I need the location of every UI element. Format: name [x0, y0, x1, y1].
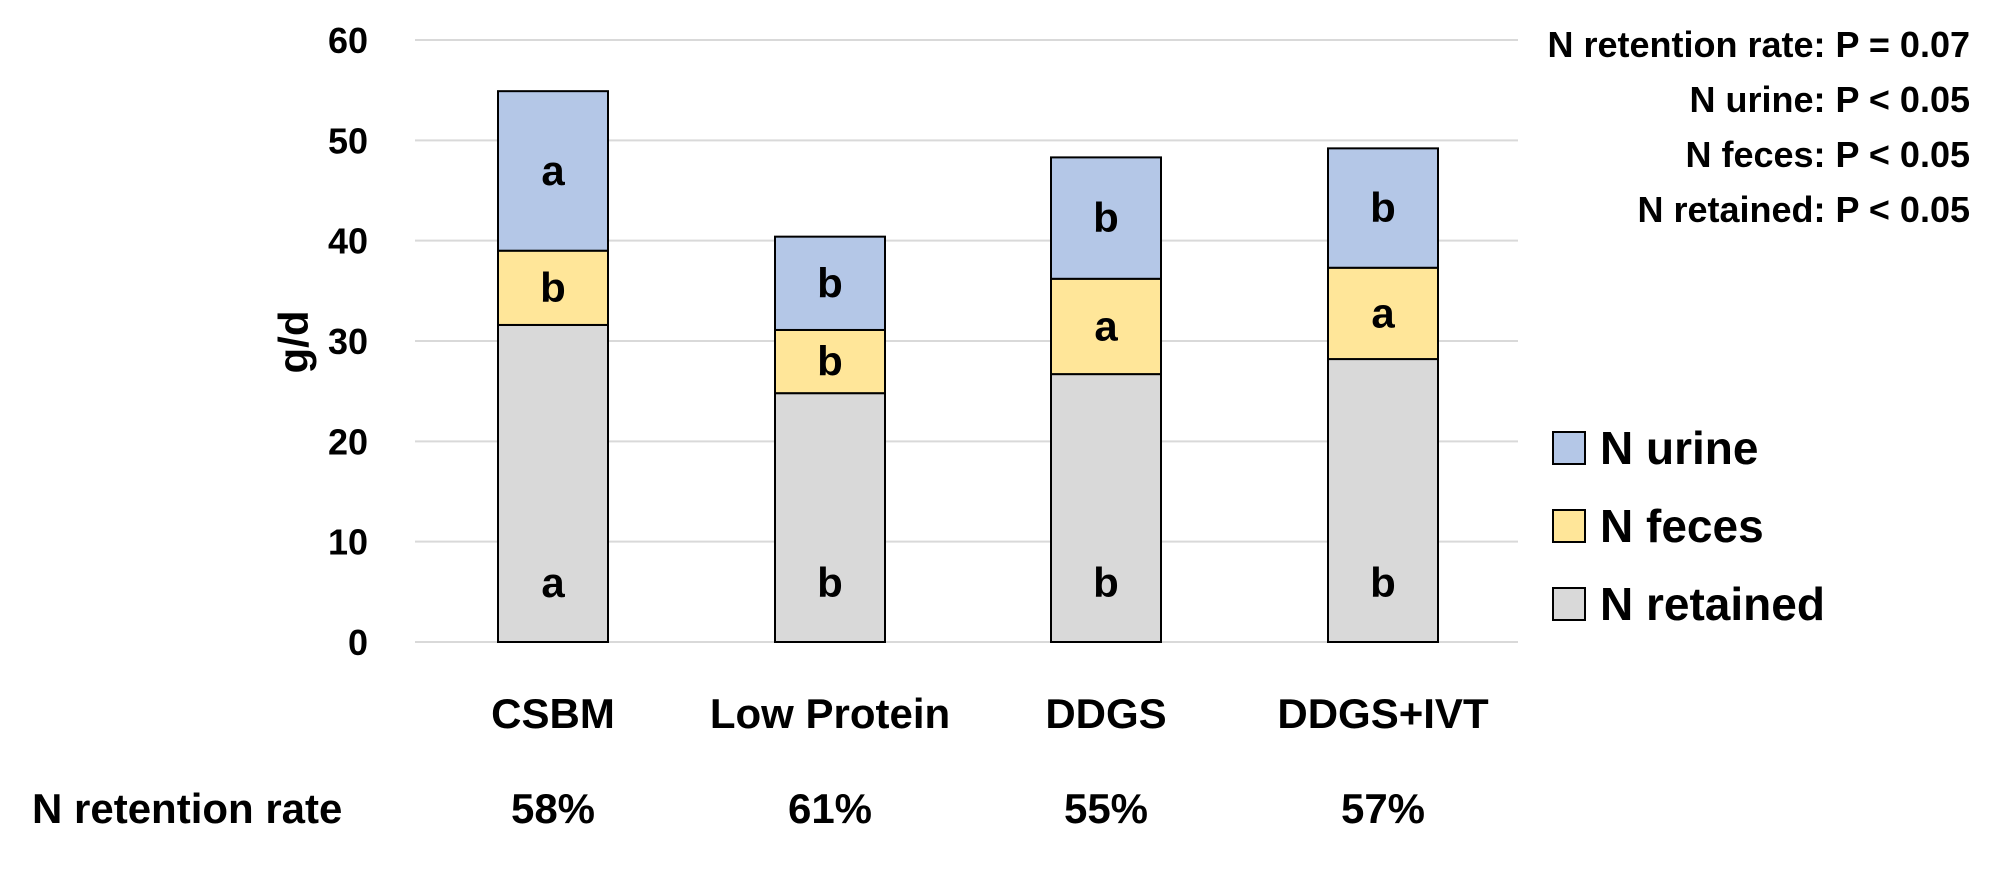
bar-stack: b a b	[1327, 147, 1439, 643]
y-tick-label: 50	[328, 120, 368, 161]
significance-letter: b	[817, 338, 843, 385]
bar-segment-n-urine	[1050, 156, 1162, 280]
x-category-label: DDGS	[1045, 690, 1166, 737]
significance-letter: a	[541, 559, 565, 606]
p-value-annotation: N urine: P < 0.05	[1690, 79, 1970, 120]
legend-label: N urine	[1600, 422, 1758, 474]
bar-segment-n-retained	[497, 323, 609, 643]
bar-stack: b a b	[1050, 156, 1162, 643]
y-tick-label: 20	[328, 421, 368, 462]
retention-rate-title: N retention rate	[32, 785, 342, 832]
legend-label: N retained	[1600, 578, 1825, 630]
legend-swatch	[1552, 509, 1586, 543]
significance-letter: b	[1093, 559, 1119, 606]
y-axis-title: g/d	[270, 311, 317, 374]
bar-stack: a b a	[497, 90, 609, 643]
y-tick-label: 10	[328, 522, 368, 563]
legend-item: N feces	[1552, 500, 1764, 552]
p-value-annotation: N retention rate: P = 0.07	[1548, 24, 1971, 65]
legend-label: N feces	[1600, 500, 1764, 552]
statistics-annotations: N retention rate: P = 0.07 N urine: P < 0…	[1548, 24, 1971, 230]
y-tick-label: 40	[328, 221, 368, 262]
significance-letter: a	[1371, 289, 1395, 336]
bar-segment-n-urine	[497, 90, 609, 252]
significance-letter: b	[540, 264, 566, 311]
y-tick-label: 30	[328, 321, 368, 362]
p-value-annotation: N retained: P < 0.05	[1638, 189, 1971, 230]
significance-letter: a	[541, 147, 565, 194]
legend: N urine N feces N retained	[1552, 422, 1825, 630]
bar-segment-n-feces	[497, 249, 609, 326]
legend-swatch	[1552, 587, 1586, 621]
bar-segment-n-urine	[1327, 147, 1439, 269]
bar-stack: bbb	[774, 235, 886, 643]
x-category-label: CSBM	[491, 690, 615, 737]
significance-letter: a	[1094, 302, 1118, 349]
x-category-label: Low Protein	[710, 690, 950, 737]
significance-letter: b	[1093, 194, 1119, 241]
retention-rate-value: 57%	[1341, 785, 1425, 832]
y-tick-label: 0	[348, 622, 368, 663]
p-value-annotation: N feces: P < 0.05	[1685, 134, 1970, 175]
retention-rate-value: 55%	[1064, 785, 1148, 832]
y-axis-ticks: 0 10 20 30 40 50 60	[328, 20, 368, 663]
significance-letter: b	[817, 259, 843, 306]
bar-segment-n-retained	[1050, 373, 1162, 643]
bar-segment-n-feces	[1050, 277, 1162, 376]
bar-segment-n-retained	[1327, 358, 1439, 643]
bar-segment-n-retained	[774, 392, 886, 643]
x-category-label: DDGS+IVT	[1277, 690, 1489, 737]
bar-segment-n-urine	[774, 235, 886, 331]
bar-segment-n-feces	[774, 328, 886, 395]
significance-letter: b	[817, 559, 843, 606]
retention-rate-value: 61%	[788, 785, 872, 832]
y-tick-label: 60	[328, 20, 368, 61]
significance-letter: b	[1370, 184, 1396, 231]
bar-segment-n-feces	[1327, 266, 1439, 361]
legend-item: N retained	[1552, 578, 1825, 630]
category-labels: CSBM Low Protein DDGS DDGS+IVT	[491, 690, 1489, 737]
legend-item: N urine	[1552, 422, 1758, 474]
retention-rate-value: 58%	[511, 785, 595, 832]
significance-letter: b	[1370, 559, 1396, 606]
legend-swatch	[1552, 431, 1586, 465]
retention-rate-row: N retention rate 58% 61% 55% 57%	[32, 785, 1425, 832]
